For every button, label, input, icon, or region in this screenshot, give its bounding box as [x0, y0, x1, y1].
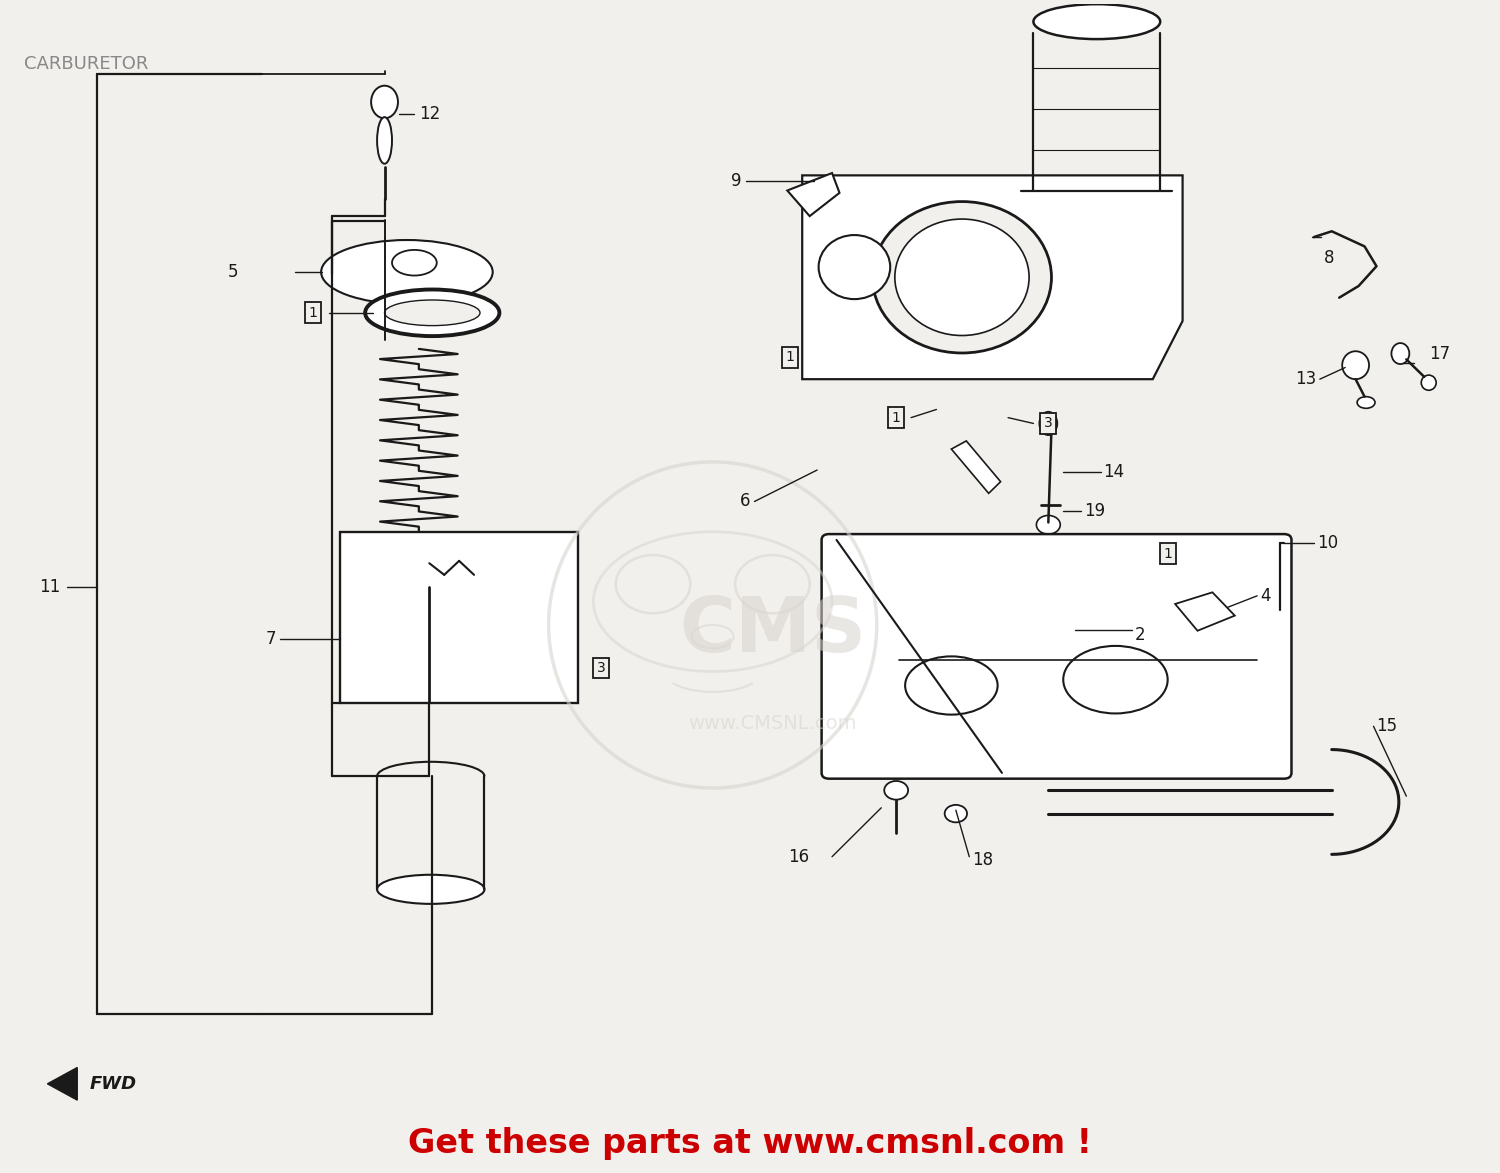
- Text: 12: 12: [419, 104, 440, 123]
- Text: 5: 5: [228, 263, 238, 282]
- Text: 3: 3: [1044, 416, 1053, 430]
- Ellipse shape: [1034, 5, 1160, 39]
- Ellipse shape: [376, 117, 392, 164]
- Text: 2: 2: [1136, 626, 1146, 644]
- Ellipse shape: [1040, 412, 1058, 435]
- Text: www.CMSNL.com: www.CMSNL.com: [688, 714, 856, 733]
- Ellipse shape: [364, 290, 500, 337]
- Text: 15: 15: [1377, 717, 1398, 735]
- Ellipse shape: [1342, 351, 1370, 379]
- Text: Get these parts at www.cmsnl.com !: Get these parts at www.cmsnl.com !: [408, 1127, 1092, 1160]
- Polygon shape: [48, 1067, 78, 1100]
- Text: 6: 6: [740, 493, 750, 510]
- Text: 1: 1: [1162, 547, 1172, 561]
- Bar: [1076, 617, 1118, 643]
- Text: 1: 1: [786, 350, 795, 364]
- Text: 11: 11: [39, 577, 62, 596]
- Text: 8: 8: [1324, 249, 1335, 267]
- Ellipse shape: [392, 250, 436, 276]
- Circle shape: [1036, 515, 1060, 534]
- Ellipse shape: [904, 657, 998, 714]
- Text: 9: 9: [730, 172, 741, 190]
- Polygon shape: [788, 174, 840, 216]
- Text: 1: 1: [891, 411, 900, 425]
- Bar: [340, 531, 579, 703]
- Ellipse shape: [370, 86, 398, 118]
- Text: FWD: FWD: [88, 1074, 136, 1093]
- Ellipse shape: [884, 781, 908, 800]
- Ellipse shape: [1358, 396, 1376, 408]
- Ellipse shape: [819, 235, 890, 299]
- Text: CARBURETOR: CARBURETOR: [24, 55, 148, 74]
- Polygon shape: [951, 441, 1000, 494]
- Text: CMS: CMS: [680, 594, 865, 667]
- Polygon shape: [802, 176, 1182, 379]
- Text: 13: 13: [1296, 371, 1317, 388]
- Ellipse shape: [321, 240, 492, 304]
- Ellipse shape: [1392, 343, 1410, 364]
- Ellipse shape: [896, 219, 1029, 335]
- Text: 3: 3: [597, 662, 604, 674]
- Ellipse shape: [945, 805, 968, 822]
- Ellipse shape: [376, 875, 484, 904]
- Text: 19: 19: [1084, 502, 1106, 520]
- Ellipse shape: [384, 300, 480, 326]
- Text: 1: 1: [309, 306, 318, 320]
- Text: 14: 14: [1104, 463, 1125, 481]
- Text: 16: 16: [789, 848, 810, 866]
- Text: 17: 17: [1428, 345, 1450, 362]
- Text: 18: 18: [972, 852, 993, 869]
- Ellipse shape: [873, 202, 1052, 353]
- Polygon shape: [1174, 592, 1234, 631]
- Text: 4: 4: [1260, 586, 1270, 605]
- Ellipse shape: [1422, 375, 1436, 391]
- Ellipse shape: [1064, 646, 1167, 713]
- Text: 10: 10: [1317, 535, 1338, 552]
- Text: 7: 7: [266, 630, 276, 647]
- FancyBboxPatch shape: [822, 534, 1292, 779]
